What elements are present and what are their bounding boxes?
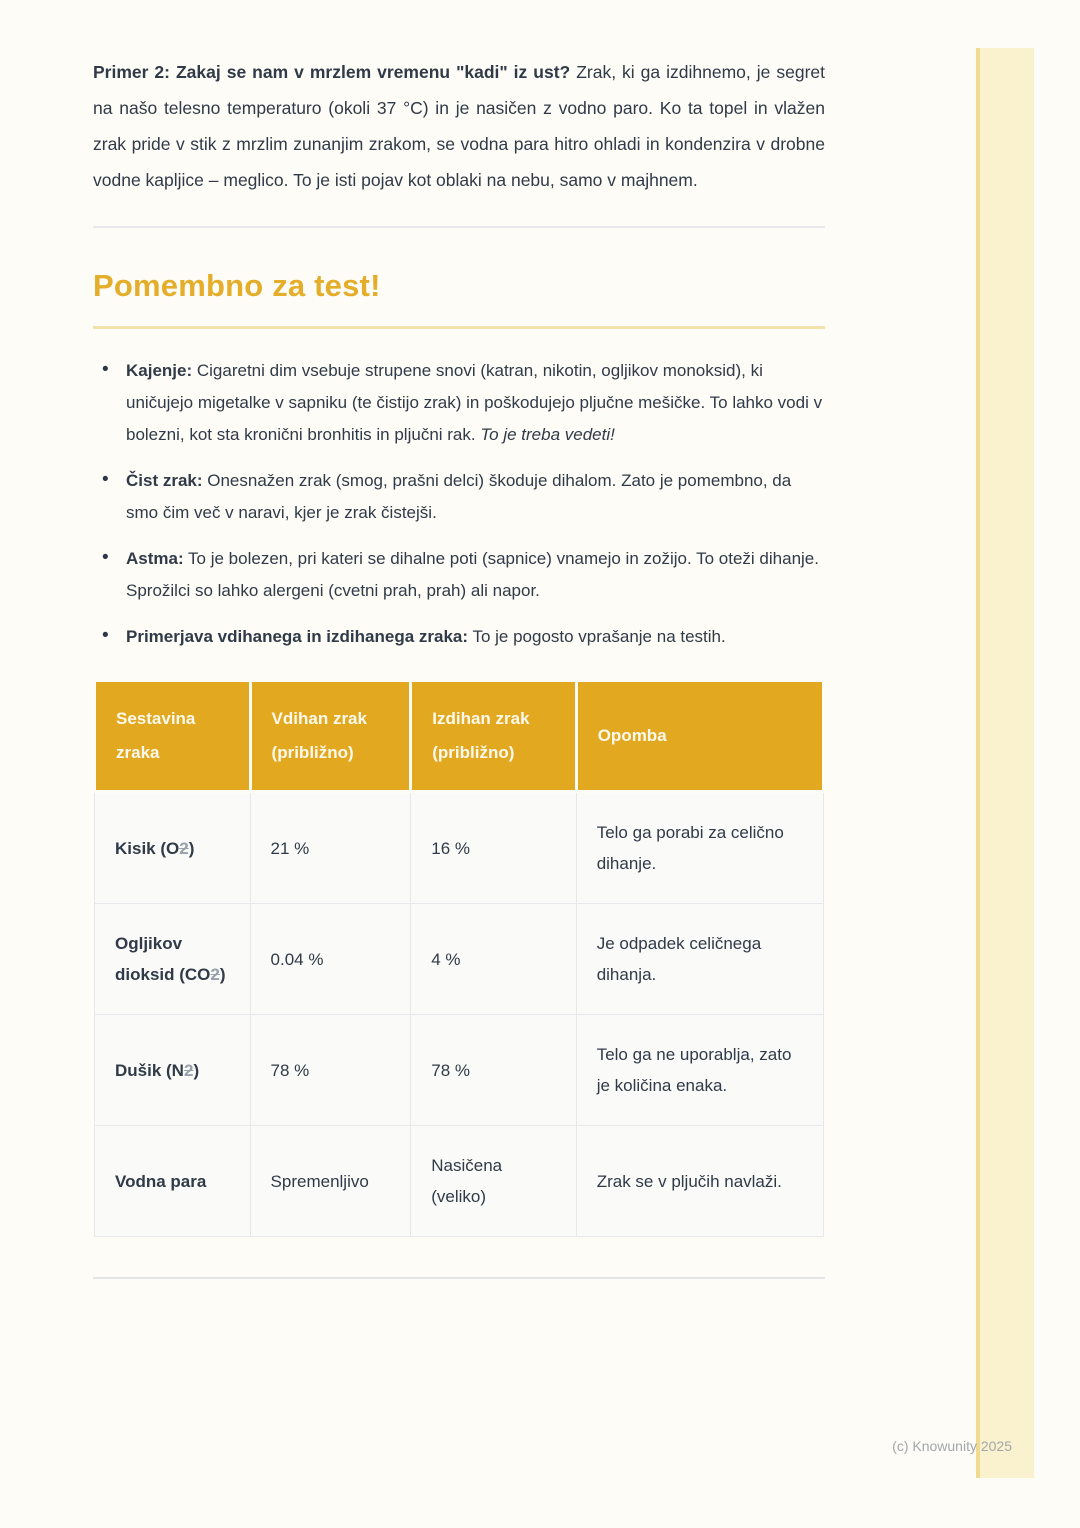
cell-component-name: Ogljikov dioksid (CO2) [94, 903, 251, 1015]
bullet-icon: • [102, 625, 109, 646]
cell-inhaled-value: Spremenljivo [249, 1125, 412, 1237]
formula-prefix: Vodna para [115, 1171, 207, 1191]
intro-lead-question: Primer 2: Zakaj se nam v mrzlem vremenu … [93, 62, 571, 82]
list-item-kajenje: • Kajenje: Cigaretni dim vsebuje strupene… [93, 355, 825, 451]
table-header-row: Sestavina zraka Vdihan zrak (približno) … [93, 679, 826, 793]
bullet-lead: Astma: [126, 549, 184, 568]
list-item-astma: • Astma: To je bolezen, pri kateri se dih… [93, 543, 825, 607]
cell-inhaled-value: 78 % [249, 1014, 412, 1126]
table-row-vodna-para: Vodna para Spremenljivo Nasičena (veliko… [94, 1125, 825, 1237]
cell-exhaled-value: Nasičena (veliko) [410, 1125, 577, 1237]
formula-subscript: 2 [210, 965, 220, 984]
formula-suffix: ) [219, 965, 226, 984]
formula-suffix: ) [188, 838, 195, 858]
cell-component-name: Vodna para [94, 1125, 251, 1237]
bullet-text: Cigaretni dim vsebuje strupene snovi (ka… [126, 361, 823, 444]
bullet-icon: • [102, 359, 109, 380]
table-row-ogljikov-dioksid: Ogljikov dioksid (CO2) 0.04 % 4 % Je odp… [94, 903, 825, 1015]
column-header-opomba: Opomba [574, 679, 826, 793]
section-divider-top [93, 226, 825, 228]
cell-inhaled-value: 21 % [249, 791, 412, 904]
document-content: Primer 2: Zakaj se nam v mrzlem vremenu … [93, 0, 826, 1279]
intro-paragraph: Primer 2: Zakaj se nam v mrzlem vremenu … [93, 54, 825, 198]
cell-note: Je odpadek celičnega dihanja. [575, 903, 825, 1015]
bullet-lead: Primerjava vdihanega in izdihanega zraka… [126, 627, 469, 646]
cell-exhaled-value: 16 % [410, 791, 577, 904]
bullet-icon: • [102, 469, 109, 490]
column-header-vdihan: Vdihan zrak (približno) [248, 679, 413, 793]
cell-exhaled-value: 78 % [410, 1014, 577, 1126]
cell-note: Zrak se v pljučih navlaži. [575, 1125, 825, 1237]
bullet-italic-note: To je treba vedeti! [480, 425, 615, 444]
formula-prefix: Dušik (N [115, 1060, 184, 1080]
bullet-lead: Čist zrak: [126, 471, 203, 490]
cell-component-name: Kisik (O2) [94, 791, 251, 904]
table-body: Kisik (O2) 21 % 16 % Telo ga porabi za c… [94, 791, 825, 1237]
formula-subscript: 2 [179, 838, 189, 858]
formula-suffix: ) [193, 1060, 200, 1080]
formula-prefix: Ogljikov dioksid (CO [115, 934, 211, 984]
cell-exhaled-value: 4 % [410, 903, 577, 1015]
bullet-text: To je bolezen, pri kateri se dihalne pot… [126, 549, 819, 600]
page-title: Pomembno za test! [93, 268, 825, 329]
formula-prefix: Kisik (O [115, 838, 180, 858]
key-points-list: • Kajenje: Cigaretni dim vsebuje strupene… [93, 355, 825, 653]
air-composition-table: Sestavina zraka Vdihan zrak (približno) … [93, 679, 826, 1237]
table-row-kisik: Kisik (O2) 21 % 16 % Telo ga porabi za c… [94, 791, 825, 904]
formula-subscript: 2 [183, 1060, 194, 1080]
bullet-lead: Kajenje: [126, 361, 193, 380]
bullet-icon: • [102, 547, 109, 568]
page-edge-accent-bar [976, 48, 1034, 1478]
cell-inhaled-value: 0.04 % [249, 903, 412, 1015]
cell-note: Telo ga ne uporablja, zato je količina e… [575, 1014, 825, 1126]
section-divider-bottom [93, 1277, 825, 1279]
bullet-text: Onesnažen zrak (smog, prašni delci) škod… [126, 471, 792, 522]
column-header-izdihan: Izdihan zrak (približno) [409, 679, 578, 793]
copyright-footer: (c) Knowunity 2025 [892, 1438, 1012, 1454]
list-item-cist-zrak: • Čist zrak: Onesnažen zrak (smog, prašni… [93, 465, 825, 529]
bullet-text: To je pogosto vprašanje na testih. [468, 627, 726, 646]
table-header: Sestavina zraka Vdihan zrak (približno) … [93, 679, 826, 793]
cell-component-name: Dušik (N2) [94, 1014, 251, 1126]
column-header-sestavina: Sestavina zraka [93, 679, 252, 793]
cell-note: Telo ga porabi za celično dihanje. [575, 791, 825, 904]
list-item-primerjava: • Primerjava vdihanega in izdihanega zrak… [93, 621, 825, 653]
intro-body-text: Zrak, ki ga izdihnemo, je segret na našo… [93, 62, 825, 190]
table-row-dusik: Dušik (N2) 78 % 78 % Telo ga ne uporablj… [94, 1014, 825, 1126]
